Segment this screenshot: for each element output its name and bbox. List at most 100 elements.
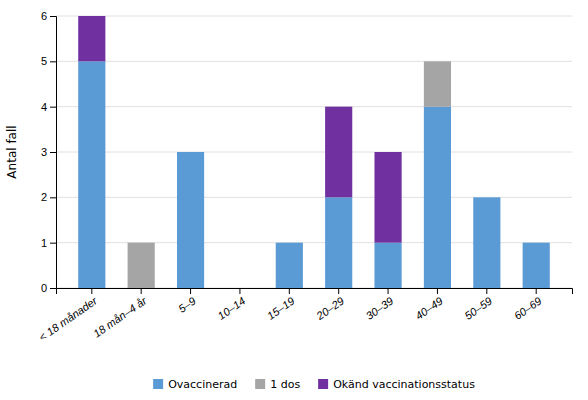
grid-line <box>56 61 572 62</box>
legend-swatch <box>153 379 163 389</box>
tick-label: < 18 månader <box>36 294 100 344</box>
tick-label: 18 mån–4 år <box>91 294 150 340</box>
tick: 50–59 <box>462 288 494 322</box>
tick: < 18 månader <box>36 288 100 343</box>
tick-mark <box>50 288 56 289</box>
series <box>78 61 550 288</box>
legend-label: 1 dos <box>270 378 300 391</box>
tick: 20–29 <box>313 288 346 322</box>
tick-mark <box>141 288 142 294</box>
axis-line <box>57 289 573 295</box>
bar <box>473 197 500 198</box>
y-axis: 0 1 2 3 4 5 6 <box>41 10 57 294</box>
legend-item: 1 dos <box>255 378 300 391</box>
bar <box>78 16 105 61</box>
plot: 0 1 2 3 4 5 6 < 18 månader18 mån–4 år 5–9 10–14 15… <box>36 10 572 343</box>
tick-mark <box>50 16 56 17</box>
grid <box>56 16 572 288</box>
tick-mark <box>338 288 339 294</box>
tick-mark <box>50 107 56 108</box>
tick-mark <box>50 61 56 62</box>
tick-label: 6 <box>41 10 47 22</box>
tick-label: 20–29 <box>313 294 346 322</box>
y-axis-title: Antal fall <box>5 125 19 178</box>
series <box>78 16 401 243</box>
bar <box>424 107 451 288</box>
tick-mark <box>437 288 438 294</box>
legend-label: Ovaccinerad <box>168 378 237 391</box>
tick: 40–49 <box>413 288 445 322</box>
tick-mark <box>50 152 56 153</box>
bar <box>325 197 352 288</box>
grid-line <box>56 152 572 153</box>
legend-item: Okänd vaccinationsstatus <box>318 378 475 391</box>
tick-label: 5–9 <box>176 294 198 314</box>
tick: 6 <box>41 10 56 22</box>
bar <box>424 61 451 106</box>
x-axis: < 18 månader18 mån–4 år 5–9 10–14 15–19 20–2… <box>36 288 572 343</box>
axis-line <box>50 17 57 289</box>
bar <box>523 243 550 288</box>
legend-swatch <box>255 379 265 389</box>
bar <box>177 152 204 288</box>
tick-mark <box>486 288 487 294</box>
bars <box>78 16 550 288</box>
bar <box>128 243 155 288</box>
tick-mark <box>91 288 92 294</box>
tick: 2 <box>41 191 56 203</box>
bar <box>374 152 401 243</box>
tick-label: 60–69 <box>512 294 544 321</box>
tick: 3 <box>41 146 56 158</box>
tick: 60–69 <box>512 288 544 322</box>
chart: 0 1 2 3 4 5 6 < 18 månader18 mån–4 år 5–9 10–14 15… <box>0 0 588 400</box>
tick-label: 30–39 <box>364 294 396 321</box>
tick-label: 3 <box>41 146 47 158</box>
tick-label: 1 <box>41 237 47 249</box>
tick: 10–14 <box>215 288 247 322</box>
tick-label: 0 <box>41 282 47 294</box>
tick: 1 <box>41 237 56 249</box>
bar <box>374 243 401 288</box>
tick: 4 <box>41 101 56 113</box>
tick-mark <box>50 197 56 198</box>
tick-label: 4 <box>41 101 47 113</box>
legend: Ovaccinerad 1 dos Okänd vaccinationsstatus <box>153 378 475 391</box>
tick: 5 <box>41 55 56 67</box>
tick: 15–19 <box>265 288 297 322</box>
tick-label: 15–19 <box>265 294 297 321</box>
bar <box>276 242 303 243</box>
bar <box>128 242 155 243</box>
bar <box>325 107 352 198</box>
tick-label: 5 <box>41 55 47 67</box>
grid-line <box>56 106 572 107</box>
bar <box>78 61 105 288</box>
bar <box>523 242 550 243</box>
tick-mark <box>289 288 290 294</box>
tick: 30–39 <box>364 288 396 322</box>
tick-mark <box>50 243 56 244</box>
series <box>128 61 451 288</box>
bar <box>226 288 253 289</box>
tick-mark <box>388 288 389 294</box>
tick-label: 10–14 <box>215 294 247 321</box>
legend-item: Ovaccinerad <box>153 378 237 391</box>
tick-mark <box>536 288 537 294</box>
tick-mark <box>190 288 191 294</box>
bar <box>473 197 500 198</box>
bar <box>276 243 303 288</box>
tick-label: 50–59 <box>462 294 494 321</box>
bar <box>424 61 451 62</box>
bar <box>177 152 204 153</box>
tick: 0 <box>41 282 56 294</box>
bar <box>523 242 550 243</box>
tick-label: 2 <box>41 191 47 203</box>
bar <box>226 288 253 289</box>
bar <box>276 242 303 243</box>
grid-line <box>56 16 572 17</box>
tick: 18 mån–4 år <box>91 288 150 340</box>
tick: 5–9 <box>176 288 198 315</box>
legend-label: Okänd vaccinationsstatus <box>333 378 475 391</box>
bar <box>226 288 253 289</box>
tick-label: 40–49 <box>413 294 445 321</box>
legend-swatch <box>318 379 328 389</box>
